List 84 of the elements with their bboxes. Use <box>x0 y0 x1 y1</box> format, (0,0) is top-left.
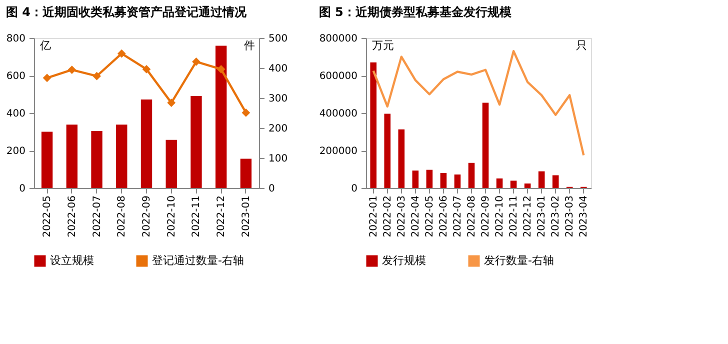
bar <box>510 180 517 188</box>
y-tick-label: 200 <box>6 146 26 157</box>
x-tick-label: 2022-06 <box>66 196 78 238</box>
bar <box>91 131 102 188</box>
legend-label: 登记通过数量-右轴 <box>152 254 244 267</box>
x-tick-label: 2022-12 <box>522 196 534 238</box>
bar <box>482 102 489 188</box>
point <box>117 49 126 58</box>
y2-tick-label: 0 <box>268 184 275 194</box>
y-tick-label: 0 <box>351 184 358 194</box>
y-tick-label: 400 <box>6 108 26 120</box>
bar <box>140 100 152 188</box>
bar <box>166 140 177 188</box>
point <box>68 66 76 74</box>
bar <box>426 170 433 188</box>
point <box>242 108 250 117</box>
bar <box>468 162 475 188</box>
x-tick-label: 2022-10 <box>166 196 178 238</box>
bar <box>440 173 447 188</box>
legend-label: 发行规模 <box>382 254 426 267</box>
point <box>167 98 176 107</box>
bar <box>524 184 531 188</box>
x-tick-label: 2022-09 <box>480 196 492 238</box>
bar <box>496 178 503 188</box>
bar <box>240 158 252 188</box>
x-tick-label: 2022-05 <box>42 196 54 238</box>
legend-label: 设立规模 <box>50 254 94 267</box>
point <box>192 58 200 66</box>
bar <box>215 46 227 188</box>
bar <box>384 114 391 188</box>
bar <box>190 96 202 188</box>
bar <box>41 132 53 188</box>
chart-title: 图 5：近期债券型私募基金发行规模 <box>318 5 512 19</box>
x-tick-label: 2022-04 <box>410 196 422 238</box>
y-tick-label: 800000 <box>319 34 358 44</box>
bar <box>412 170 419 188</box>
point <box>42 74 52 82</box>
x-tick-label: 2022-05 <box>424 196 436 238</box>
bar <box>116 124 128 188</box>
x-tick-label: 2022-10 <box>494 196 506 238</box>
point <box>92 72 101 80</box>
line-series <box>372 50 585 156</box>
annotation: 只 <box>576 39 587 52</box>
annotation: 亿 <box>39 39 51 52</box>
annotation: 件 <box>244 39 255 52</box>
bar <box>538 171 545 188</box>
x-tick-label: 2023-01 <box>536 196 548 238</box>
point <box>216 65 226 74</box>
x-tick-label: 2022-02 <box>382 196 394 238</box>
chart-title: 图 4：近期固收类私募资管产品登记通过情况 <box>6 5 248 19</box>
y-tick-label: 0 <box>19 184 26 194</box>
x-tick-label: 2022-08 <box>466 196 478 238</box>
bar <box>398 129 405 188</box>
y2-tick-label: 200 <box>268 124 288 134</box>
y2-tick-label: 400 <box>268 64 288 74</box>
y-tick-label: 600 <box>6 71 26 82</box>
x-tick-label: 2023-04 <box>578 196 590 238</box>
y-tick-label: 800 <box>6 34 26 44</box>
y-tick-label: 400000 <box>319 108 358 120</box>
x-tick-label: 2022-08 <box>116 196 128 238</box>
x-tick-label: 2022-11 <box>508 196 520 238</box>
x-tick-label: 2022-07 <box>92 196 103 238</box>
annotation: 万元 <box>372 39 394 52</box>
y2-tick-label: 500 <box>268 34 288 44</box>
y2-tick-label: 300 <box>268 94 288 104</box>
x-tick-label: 2023-01 <box>240 196 252 238</box>
bar <box>66 124 78 188</box>
bar <box>370 62 377 188</box>
bar <box>454 174 461 188</box>
x-tick-label: 2022-01 <box>368 196 380 238</box>
x-tick-label: 2022-06 <box>438 196 450 238</box>
x-tick-label: 2022-11 <box>191 196 202 238</box>
y-tick-label: 600000 <box>319 71 358 82</box>
x-tick-label: 2022-07 <box>452 196 464 238</box>
bar <box>552 175 559 188</box>
x-tick-label: 2023-03 <box>564 196 576 238</box>
x-tick-label: 2023-02 <box>550 196 562 238</box>
y2-tick-label: 100 <box>268 154 288 164</box>
y-tick-label: 200000 <box>319 146 358 157</box>
x-tick-label: 2022-12 <box>216 196 228 238</box>
x-tick-label: 2022-09 <box>142 196 152 238</box>
point <box>142 65 151 74</box>
x-tick-label: 2022-03 <box>396 196 408 238</box>
legend-label: 发行数量-右轴 <box>484 254 554 267</box>
